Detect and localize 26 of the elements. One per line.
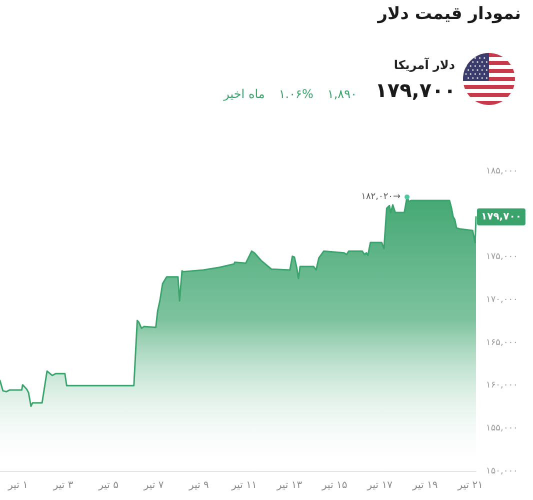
x-tick-label: ۱۹ تیر <box>411 480 438 491</box>
x-tick-label: ۲۱ تیر <box>456 480 483 491</box>
x-tick-label: ۱۵ تیر <box>321 480 348 491</box>
y-tick-label: ۱۶۰,۰۰۰ <box>486 380 518 391</box>
x-tick-label: ۵ تیر <box>98 480 118 491</box>
y-tick-label: ۱۵۵,۰۰۰ <box>486 424 518 434</box>
text: ۱۷۹,۷۰۰ <box>375 78 456 102</box>
x-tick-label: ۱۱ تیر <box>230 480 257 491</box>
annotation: ۱۸۲,۰۲۰→ <box>361 192 401 202</box>
x-tick-label: ۷ تیر <box>142 480 164 491</box>
y-tick-label: ۱۷۰,۰۰۰ <box>486 294 518 305</box>
x-tick-label: ۹ تیر <box>188 480 209 491</box>
y-tick-label: ۱۶۵,۰۰۰ <box>486 338 518 348</box>
chart-subtitle: دلار آمریکا <box>394 58 455 72</box>
text: ماه اخیر <box>224 87 265 101</box>
annotation: ۱۷۹,۷۰۰ <box>481 211 522 222</box>
y-tick-label: ۱۸۵,۰۰۰ <box>486 166 518 176</box>
y-tick-label: ۱۵۰,۰۰۰ <box>486 466 518 476</box>
y-tick-label: ۱۷۵,۰۰۰ <box>486 252 518 262</box>
x-tick-label: ۱۷ تیر <box>366 480 394 491</box>
x-tick-label: ۱ تیر <box>7 480 28 491</box>
text: ۱.۰۶% <box>278 87 314 101</box>
x-tick-label: ۱۳ تیر <box>276 480 303 491</box>
text: ۱,۸۹۰ <box>327 87 357 101</box>
chart-title: نمودار قیمت دلار <box>378 4 521 24</box>
x-tick-label: ۳ تیر <box>52 480 74 491</box>
